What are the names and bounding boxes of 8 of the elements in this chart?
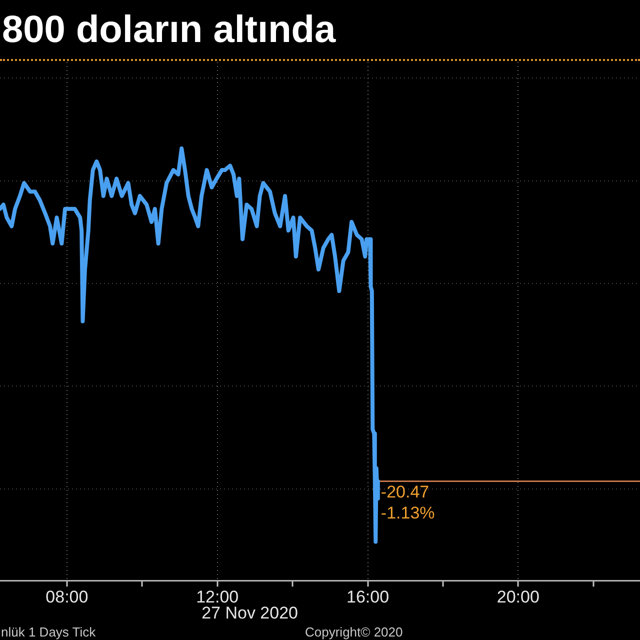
x-tick-label: 16:00 — [346, 587, 390, 606]
text: Copyright© 2020 — [305, 624, 403, 640]
chart-title: 800 doların altında — [2, 8, 336, 52]
annotation: -1.13% — [380, 503, 435, 522]
text: nlük 1 Days Tick — [1, 624, 96, 640]
annotation: -20.47 — [380, 482, 430, 502]
x-tick-label: 08:00 — [46, 587, 88, 606]
x-tick-label: 20:00 — [496, 587, 540, 606]
